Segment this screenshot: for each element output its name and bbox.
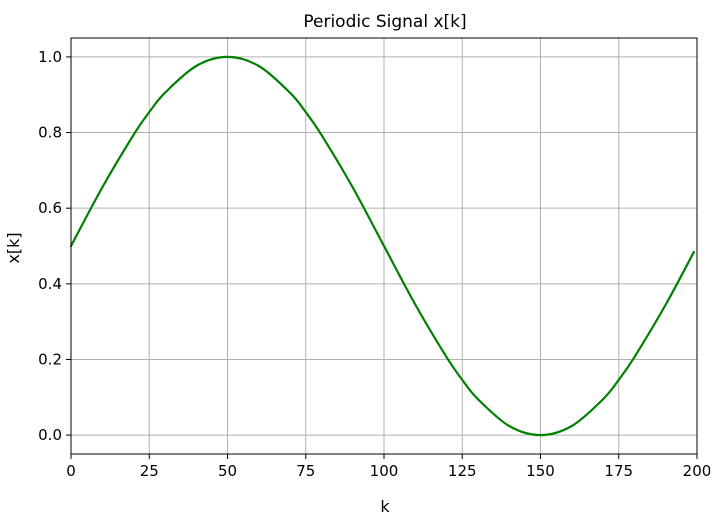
series-layer [69,55,695,437]
y-tick-label: 0.2 [38,350,62,368]
x-tick-label: 150 [526,462,555,480]
y-tick-label: 0.8 [38,124,62,142]
y-tick-label: 0.4 [38,275,62,293]
x-tick-label: 75 [296,462,315,480]
chart-title: Periodic Signal x[k] [303,12,466,32]
x-tick-label: 0 [66,462,76,480]
x-tick-label: 25 [140,462,159,480]
y-tick-label: 0.0 [38,426,62,444]
ticks: 0 25 50 75 100 125 150 175 200 0.0 0.2 0.4 0.6 0.8 1.0 [38,48,711,480]
x-tick-label: 200 [683,462,712,480]
x-axis-label: k [380,497,390,516]
x-tick-label: 175 [604,462,633,480]
y-axis-label: x[k] [4,232,23,263]
x-tick-label: 100 [370,462,399,480]
series-line [69,55,695,437]
y-tick-label: 1.0 [38,48,62,66]
x-tick-label: 50 [218,462,237,480]
y-tick-label: 0.6 [38,199,62,217]
x-tick-label: 125 [448,462,477,480]
